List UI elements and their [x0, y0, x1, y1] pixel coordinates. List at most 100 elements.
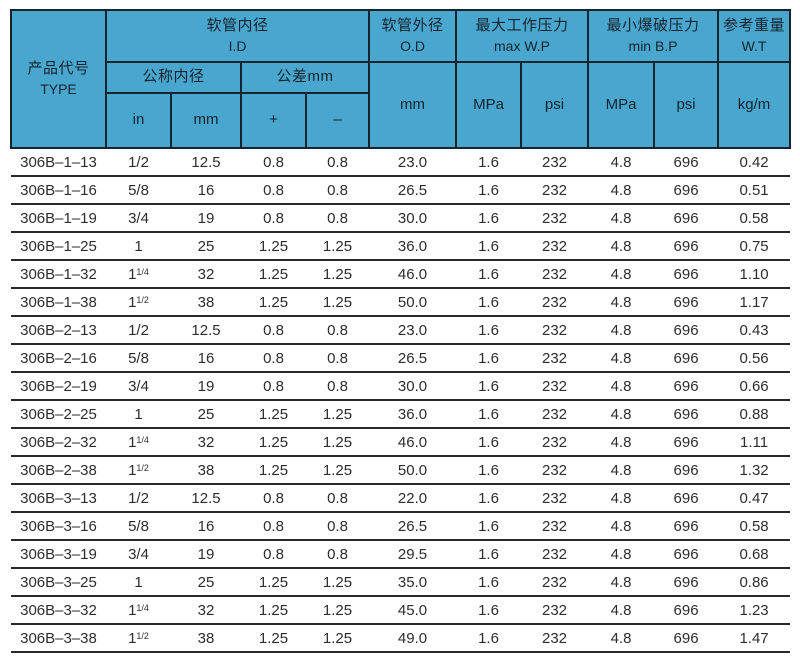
cell-wp_mpa: 1.6 — [456, 204, 522, 233]
cell-wt: 1.17 — [718, 288, 791, 317]
cell-wt: 0.86 — [718, 568, 791, 597]
cell-type: 306B–1–19 — [11, 204, 106, 233]
cell-bp_mpa: 4.8 — [588, 148, 655, 177]
cell-minus: 0.8 — [306, 204, 370, 233]
header-nominal-id: 公称内径 — [105, 61, 242, 94]
cell-minus: 1.25 — [306, 568, 370, 597]
cell-mm: 16 — [171, 512, 241, 541]
header-ref-weight-zh: 参考重量 — [723, 17, 786, 35]
cell-type: 306B–2–25 — [11, 400, 106, 429]
cell-minus: 1.25 — [306, 456, 370, 485]
cell-wp_mpa: 1.6 — [456, 344, 522, 373]
cell-wp_psi: 232 — [521, 316, 589, 345]
header-ref-weight: 参考重量 W.T — [717, 9, 792, 63]
cell-od: 26.5 — [369, 344, 457, 373]
cell-od: 36.0 — [369, 232, 457, 261]
cell-wp_mpa: 1.6 — [456, 176, 522, 205]
cell-plus: 0.8 — [241, 204, 306, 233]
cell-plus: 1.25 — [241, 596, 306, 625]
cell-bp_mpa: 4.8 — [588, 372, 655, 401]
cell-type: 306B–3–25 — [11, 568, 106, 597]
cell-mm: 25 — [171, 232, 241, 261]
cell-mm: 25 — [171, 568, 241, 597]
cell-plus: 0.8 — [241, 372, 306, 401]
cell-wp_psi: 232 — [521, 148, 589, 177]
header-wp-unit-psi: psi — [520, 61, 590, 149]
header-hose-od-zh: 软管外径 — [381, 17, 444, 35]
cell-wp_psi: 232 — [521, 344, 589, 373]
cell-type: 306B–3–13 — [11, 484, 106, 513]
table-row: 306B–3–25 1 25 1.25 1.25 35.0 1.6 232 4.8 696 0.86 — [11, 568, 791, 597]
cell-wt: 1.23 — [718, 596, 791, 625]
header-ref-weight-en: W.T — [741, 37, 767, 54]
cell-plus: 0.8 — [241, 316, 306, 345]
cell-type: 306B–2–38 — [11, 456, 106, 485]
cell-wp_mpa: 1.6 — [456, 456, 522, 485]
cell-wt: 0.88 — [718, 400, 791, 429]
cell-plus: 1.25 — [241, 260, 306, 289]
header-unit-mm: mm — [170, 92, 242, 149]
fraction-whole: 1 — [128, 433, 137, 451]
cell-type: 306B–3–16 — [11, 512, 106, 541]
header-tolerance: 公差mm — [239, 61, 371, 94]
table-row: 306B–3–19 3/4 19 0.8 0.8 29.5 1.6 232 4.8 696 0.68 — [11, 540, 791, 569]
cell-type: 306B–1–13 — [11, 148, 106, 177]
cell-in: 1 — [106, 568, 171, 597]
header-min-burst-pressure: 最小爆破压力 min B.P — [587, 9, 720, 63]
header-hose-id-zh: 软管内径 — [206, 17, 269, 35]
cell-wp_psi: 232 — [521, 428, 589, 457]
cell-type: 306B–2–32 — [11, 428, 106, 457]
cell-od: 46.0 — [369, 428, 457, 457]
cell-wp_mpa: 1.6 — [456, 428, 522, 457]
cell-wt: 0.47 — [718, 484, 791, 513]
cell-bp_psi: 696 — [654, 148, 719, 177]
cell-wp_mpa: 1.6 — [456, 232, 522, 261]
cell-mm: 38 — [171, 288, 241, 317]
header-min-bp-en: min B.P — [628, 37, 678, 54]
cell-wp_mpa: 1.6 — [456, 596, 522, 625]
cell-bp_psi: 696 — [654, 568, 719, 597]
cell-in: 1/2 — [106, 484, 171, 513]
cell-od: 23.0 — [369, 148, 457, 177]
cell-bp_mpa: 4.8 — [588, 624, 655, 653]
cell-mm: 38 — [171, 624, 241, 653]
fraction-whole: 1 — [128, 293, 137, 311]
cell-bp_psi: 696 — [654, 316, 719, 345]
cell-wt: 0.75 — [718, 232, 791, 261]
cell-in: 1/2 — [106, 316, 171, 345]
cell-bp_mpa: 4.8 — [588, 428, 655, 457]
cell-wp_psi: 232 — [521, 484, 589, 513]
cell-wt: 0.58 — [718, 204, 791, 233]
header-hose-od-en: O.D — [400, 37, 425, 54]
cell-wp_mpa: 1.6 — [456, 372, 522, 401]
cell-minus: 0.8 — [306, 512, 370, 541]
cell-wp_psi: 232 — [521, 176, 589, 205]
cell-wt: 1.47 — [718, 624, 791, 653]
table-body: 306B–1–13 1/2 12.5 0.8 0.8 23.0 1.6 232 4.8 696 0.… — [11, 148, 791, 653]
cell-wp_mpa: 1.6 — [456, 624, 522, 653]
table-row: 306B–3–32 11/4 32 1.25 1.25 45.0 1.6 232 4.8 696 1… — [11, 596, 791, 625]
cell-bp_mpa: 4.8 — [588, 596, 655, 625]
header-product-type: 产品代号 TYPE — [10, 9, 107, 149]
cell-minus: 0.8 — [306, 148, 370, 177]
cell-bp_mpa: 4.8 — [588, 344, 655, 373]
cell-bp_mpa: 4.8 — [588, 232, 655, 261]
cell-wp_mpa: 1.6 — [456, 540, 522, 569]
cell-in: 11/4 — [106, 428, 171, 457]
cell-wp_psi: 232 — [521, 288, 589, 317]
cell-wt: 1.11 — [718, 428, 791, 457]
cell-plus: 1.25 — [241, 568, 306, 597]
cell-mm: 19 — [171, 540, 241, 569]
cell-bp_psi: 696 — [654, 372, 719, 401]
cell-in: 3/4 — [106, 540, 171, 569]
cell-in: 11/4 — [106, 260, 171, 289]
cell-od: 23.0 — [369, 316, 457, 345]
cell-bp_mpa: 4.8 — [588, 204, 655, 233]
product-spec-table: 产品代号 TYPE 软管内径 I.D 软管外径 O.D 最大工作压力 max W… — [10, 9, 792, 653]
cell-wp_mpa: 1.6 — [456, 148, 522, 177]
header-hose-id: 软管内径 I.D — [104, 9, 371, 63]
cell-bp_mpa: 4.8 — [588, 568, 655, 597]
cell-bp_psi: 696 — [654, 540, 719, 569]
cell-type: 306B–1–25 — [11, 232, 106, 261]
